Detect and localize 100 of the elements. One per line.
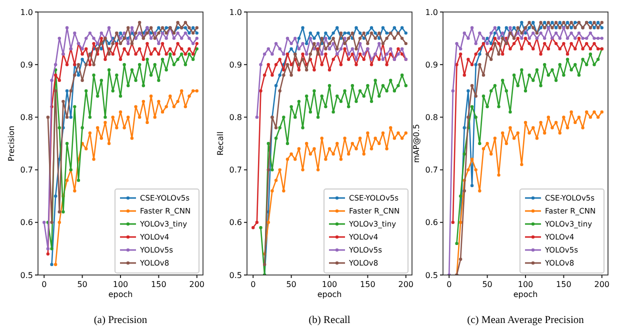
point [381, 58, 385, 61]
point [324, 105, 328, 108]
point [80, 58, 84, 61]
point [270, 74, 274, 77]
point [69, 116, 72, 119]
point [350, 47, 354, 50]
point [184, 52, 188, 56]
point [520, 47, 524, 50]
point [404, 42, 408, 46]
point [188, 36, 191, 40]
point [378, 31, 381, 35]
point [54, 89, 58, 92]
point [585, 110, 588, 114]
point [122, 31, 126, 35]
point [462, 189, 466, 192]
point [153, 116, 156, 119]
point [195, 36, 198, 40]
point [600, 26, 604, 30]
point [474, 168, 478, 172]
point [566, 36, 570, 40]
point [58, 36, 61, 40]
point [490, 89, 493, 92]
point [396, 84, 400, 88]
point [396, 47, 400, 50]
point [482, 36, 486, 40]
point [168, 94, 172, 98]
point [130, 136, 134, 140]
point [358, 52, 362, 56]
y-tick-label: 0.8 [425, 113, 438, 122]
point [301, 52, 304, 56]
point [581, 58, 584, 61]
point [493, 136, 497, 140]
x-tick-label: 0 [42, 280, 47, 289]
point [259, 63, 262, 66]
point [111, 116, 114, 119]
point [100, 136, 104, 140]
point [274, 84, 278, 88]
point [304, 68, 308, 72]
point [308, 52, 312, 56]
point [546, 116, 550, 119]
point [328, 47, 332, 50]
point [546, 47, 550, 50]
point [600, 20, 604, 24]
point [142, 100, 146, 104]
point [278, 58, 282, 61]
point [308, 36, 312, 40]
point [149, 74, 153, 77]
point [497, 42, 500, 46]
point [278, 47, 282, 50]
point [146, 42, 149, 46]
point [308, 152, 312, 156]
point [558, 63, 562, 66]
point [107, 52, 111, 56]
point [474, 63, 478, 66]
point [270, 52, 274, 56]
point [554, 42, 558, 46]
point [532, 31, 535, 35]
point [62, 100, 65, 104]
point [312, 36, 316, 40]
point [520, 36, 524, 40]
x-tick-label: 50 [286, 280, 296, 289]
point [54, 63, 58, 66]
y-tick-label: 0.8 [20, 113, 33, 122]
y-tick-label: 0.7 [229, 166, 242, 175]
point [570, 31, 573, 35]
point [562, 20, 566, 24]
point [596, 58, 600, 61]
point [188, 47, 191, 50]
point [362, 94, 366, 98]
point [400, 26, 404, 30]
point [286, 158, 290, 161]
point [297, 47, 301, 50]
point [585, 36, 588, 40]
point [266, 63, 270, 66]
point [96, 47, 100, 50]
point [270, 189, 274, 192]
point [570, 20, 573, 24]
point [149, 36, 153, 40]
point [600, 110, 604, 114]
point [404, 131, 408, 135]
point [324, 47, 328, 50]
point [115, 74, 118, 77]
x-tick-label: 150 [360, 280, 376, 289]
x-tick-label: 50 [77, 280, 88, 289]
point [80, 47, 84, 50]
point [535, 136, 539, 140]
point [134, 105, 138, 108]
point [566, 20, 570, 24]
point [354, 100, 358, 104]
point [577, 36, 581, 40]
point [528, 20, 531, 24]
point [153, 47, 156, 50]
point [458, 258, 462, 261]
point [160, 26, 164, 30]
point [149, 26, 153, 30]
point [550, 20, 554, 24]
point [500, 52, 504, 56]
point [42, 220, 46, 224]
point [366, 31, 370, 35]
point [389, 78, 392, 82]
